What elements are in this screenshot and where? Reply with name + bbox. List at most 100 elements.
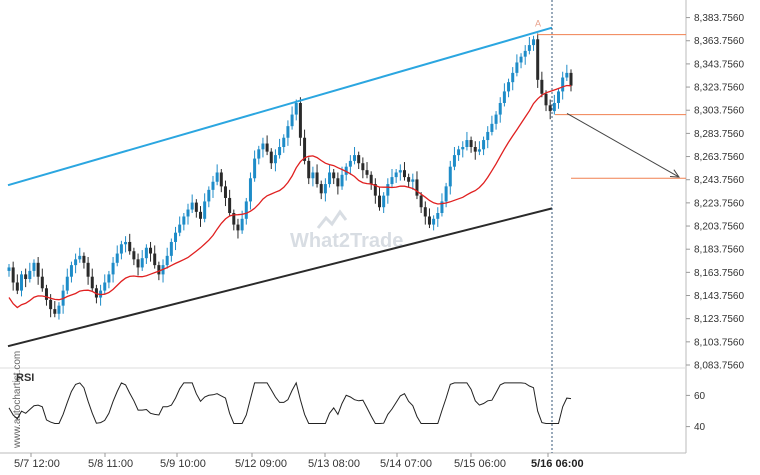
y-tick-label: 8,123.7560 (694, 314, 744, 325)
candle-body (211, 181, 215, 190)
candle-body (365, 170, 369, 175)
candle-body (49, 299, 53, 310)
candle-body (498, 102, 502, 115)
candle-body (344, 166, 348, 175)
candle-body (323, 184, 327, 194)
candle-body (178, 224, 182, 233)
candle-body (236, 224, 240, 231)
y-tick-label: 8,243.7560 (694, 175, 744, 186)
candle-body (419, 195, 423, 208)
candle-body (307, 160, 311, 179)
candle-body (223, 186, 227, 198)
x-tick-label: 5/14 07:00 (380, 458, 432, 470)
candle-body (369, 174, 373, 185)
lower-trendline (7, 207, 553, 348)
candle-body (511, 72, 515, 83)
candle-body (74, 259, 78, 266)
candle-body (36, 262, 40, 277)
candle-body (57, 305, 61, 314)
candle-body (228, 197, 232, 214)
candle-body (194, 202, 198, 212)
rsi-tick-label: 40 (694, 422, 706, 433)
candle-body (461, 147, 465, 150)
y-tick-label: 8,283.7560 (694, 129, 744, 140)
candle-body (303, 137, 307, 161)
candle-body (107, 274, 111, 283)
candle-body (482, 140, 486, 150)
candle-body (198, 211, 202, 219)
candle-body (153, 253, 157, 266)
pattern-point-label: A (535, 19, 541, 29)
candle-body (190, 202, 194, 210)
candle-body (382, 195, 386, 208)
candle-body (32, 262, 36, 271)
candle-body (286, 126, 290, 138)
candle-body (490, 123, 494, 132)
candle-body (203, 201, 207, 219)
candle-body (386, 184, 390, 196)
candle-body (65, 276, 69, 291)
candle-body (552, 102, 556, 112)
candle-body (311, 172, 315, 179)
candle-body (565, 72, 569, 78)
candle-body (452, 155, 456, 167)
candle-body (169, 241, 173, 256)
side-watermark: www.autochartist.com (12, 351, 23, 449)
candle-body (7, 267, 11, 271)
y-tick-label: 8,163.7560 (694, 268, 744, 279)
candle-body (407, 177, 411, 182)
candle-body (282, 137, 286, 148)
candle-body (140, 258, 144, 268)
x-tick-label: 5/8 11:00 (88, 458, 133, 470)
candle-body (157, 265, 161, 275)
y-tick-label: 8,303.7560 (694, 106, 744, 117)
candle-body (90, 276, 94, 289)
candle-body (174, 232, 178, 242)
y-tick-label: 8,363.7560 (694, 36, 744, 47)
candle-body (527, 45, 531, 51)
candle-body (186, 209, 190, 217)
y-tick-label: 8,143.7560 (694, 291, 744, 302)
candle-body (523, 50, 527, 57)
x-axis: 5/7 12:00 5/8 11:00 5/9 10:00 5/12 09:00 5/1… (14, 453, 584, 470)
y-tick-label: 8,183.7560 (694, 245, 744, 256)
candle-body (124, 241, 128, 245)
y-tick-label: 8,263.7560 (694, 152, 744, 163)
y-tick-label: 8,103.7560 (694, 337, 744, 348)
candle-body (115, 253, 119, 263)
candle-body (265, 143, 269, 152)
candle-body (128, 241, 132, 252)
x-tick-label: 5/13 08:00 (308, 458, 360, 470)
candle-body (15, 282, 19, 291)
overlays: A (7, 0, 686, 453)
candle-body (182, 216, 186, 225)
candle-body (473, 147, 477, 152)
candle-body (427, 216, 431, 225)
candle-body (340, 174, 344, 187)
candle-body (111, 262, 115, 275)
candle-body (103, 282, 107, 291)
x-tick-label: 5/16 06:00 (531, 458, 584, 470)
forecast-arrow-head (669, 169, 680, 178)
candle-body (557, 91, 561, 103)
watermark-icon (316, 209, 348, 229)
y-tick-label: 8,083.7560 (694, 361, 744, 372)
candle-body (244, 201, 248, 219)
candle-body (502, 91, 506, 103)
candle-body (432, 218, 436, 225)
candle-body (132, 251, 136, 260)
candle-body (82, 255, 86, 263)
candle-body (353, 155, 357, 161)
candle-body (390, 177, 394, 185)
candle-body (298, 102, 302, 138)
candle-body (119, 244, 123, 254)
candle-body (257, 149, 261, 159)
candle-body (457, 149, 461, 156)
candle-body (11, 267, 15, 283)
candle-body (544, 93, 548, 106)
candle-body (332, 172, 336, 179)
y-tick-label: 8,323.7560 (694, 83, 744, 94)
y-tick-label: 8,203.7560 (694, 222, 744, 233)
candle-body (448, 166, 452, 187)
rsi-panel: 60 40 (8, 381, 706, 433)
